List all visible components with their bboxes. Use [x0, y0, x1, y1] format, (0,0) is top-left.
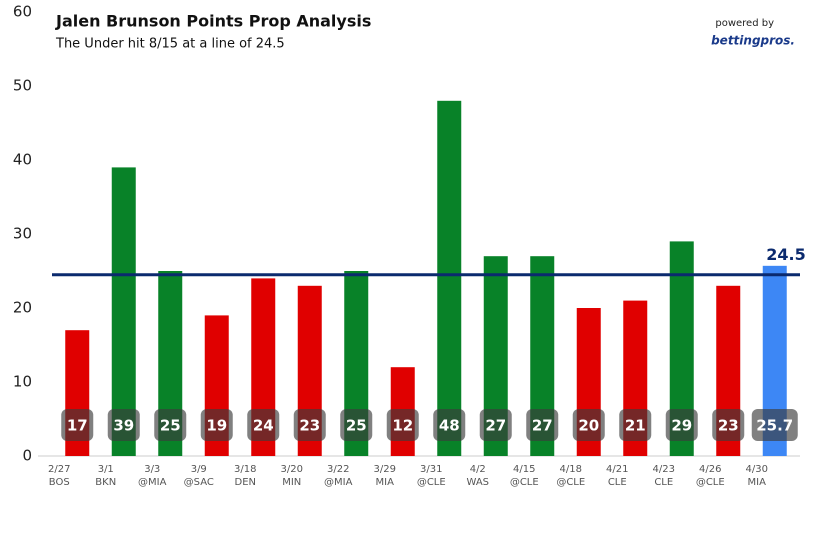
x-tick-sublabel: BOS — [49, 477, 70, 488]
powered-by: powered by — [715, 18, 774, 29]
x-tick-sublabel: CLE — [654, 477, 673, 488]
value-label-box — [433, 409, 466, 441]
x-tick-label: 4/21 — [606, 464, 628, 475]
value-label-box — [200, 409, 233, 441]
value-label: 25 — [346, 417, 367, 435]
value-label: 19 — [206, 417, 227, 435]
prop-line-label: 24.5 — [766, 245, 805, 264]
value-label-box — [619, 409, 652, 441]
x-tick-sublabel: @CLE — [510, 477, 539, 488]
x-tick-sublabel: @SAC — [184, 477, 214, 488]
x-tick-sublabel: @CLE — [556, 477, 585, 488]
x-tick-label: 3/22 — [327, 464, 349, 475]
value-label: 25 — [160, 417, 181, 435]
x-tick-sublabel: @MIA — [138, 477, 167, 488]
x-tick-label: 4/23 — [653, 464, 675, 475]
y-tick-label: 60 — [13, 3, 32, 21]
y-tick-label: 10 — [13, 373, 32, 391]
value-label: 48 — [439, 417, 460, 435]
value-label-box — [572, 409, 605, 441]
x-tick-label: 4/15 — [513, 464, 535, 475]
x-tick-label: 3/9 — [191, 464, 207, 475]
value-label: 20 — [578, 417, 599, 435]
brand: bettingpros. — [711, 34, 795, 48]
x-tick-label: 4/26 — [699, 464, 721, 475]
x-tick-label: 3/3 — [144, 464, 160, 475]
x-tick-sublabel: MIA — [748, 477, 767, 488]
x-tick-sublabel: MIA — [376, 477, 395, 488]
y-tick-label: 40 — [13, 151, 32, 169]
x-tick-sublabel: DEN — [235, 477, 257, 488]
x-tick-label: 3/18 — [234, 464, 256, 475]
value-label-box — [751, 409, 798, 441]
value-label: 23 — [299, 417, 320, 435]
y-tick-label: 0 — [22, 447, 32, 465]
x-tick-sublabel: @CLE — [417, 477, 446, 488]
x-tick-sublabel: CLE — [608, 477, 627, 488]
x-tick-label: 3/31 — [420, 464, 442, 475]
value-label-box — [526, 409, 559, 441]
value-label-box — [107, 409, 140, 441]
y-tick-label: 20 — [13, 299, 32, 317]
value-label: 27 — [532, 417, 553, 435]
x-tick-sublabel: @MIA — [324, 477, 353, 488]
x-tick-label: 4/18 — [560, 464, 582, 475]
bar — [111, 167, 136, 456]
value-label: 24 — [253, 417, 274, 435]
x-tick-sublabel: WAS — [466, 477, 489, 488]
value-label-box — [61, 409, 94, 441]
x-tick-label: 3/29 — [374, 464, 396, 475]
x-tick-label: 2/27 — [48, 464, 70, 475]
x-tick-label: 4/2 — [470, 464, 486, 475]
value-label-box — [247, 409, 280, 441]
value-label: 12 — [392, 417, 413, 435]
value-label-box — [154, 409, 187, 441]
x-tick-sublabel: BKN — [95, 477, 116, 488]
bar — [437, 100, 462, 457]
chart-subtitle: The Under hit 8/15 at a line of 24.5 — [55, 37, 285, 52]
x-tick-label: 3/1 — [98, 464, 114, 475]
value-label-box — [340, 409, 373, 441]
value-label: 29 — [671, 417, 692, 435]
value-label: 27 — [485, 417, 506, 435]
x-tick-label: 4/30 — [746, 464, 768, 475]
x-tick-sublabel: @CLE — [696, 477, 725, 488]
value-label: 17 — [67, 417, 88, 435]
value-label: 25.7 — [756, 417, 793, 435]
value-label: 21 — [625, 417, 646, 435]
value-label: 39 — [113, 417, 134, 435]
chart-title: Jalen Brunson Points Prop Analysis — [55, 12, 371, 31]
value-label: 23 — [718, 417, 739, 435]
y-tick-label: 50 — [13, 77, 32, 95]
x-tick-label: 3/20 — [281, 464, 303, 475]
x-tick-sublabel: MIN — [282, 477, 301, 488]
value-label-box — [665, 409, 698, 441]
value-label-box — [479, 409, 512, 441]
value-label-box — [712, 409, 745, 441]
y-tick-label: 30 — [13, 225, 32, 243]
value-label-box — [293, 409, 326, 441]
value-label-box — [386, 409, 419, 441]
